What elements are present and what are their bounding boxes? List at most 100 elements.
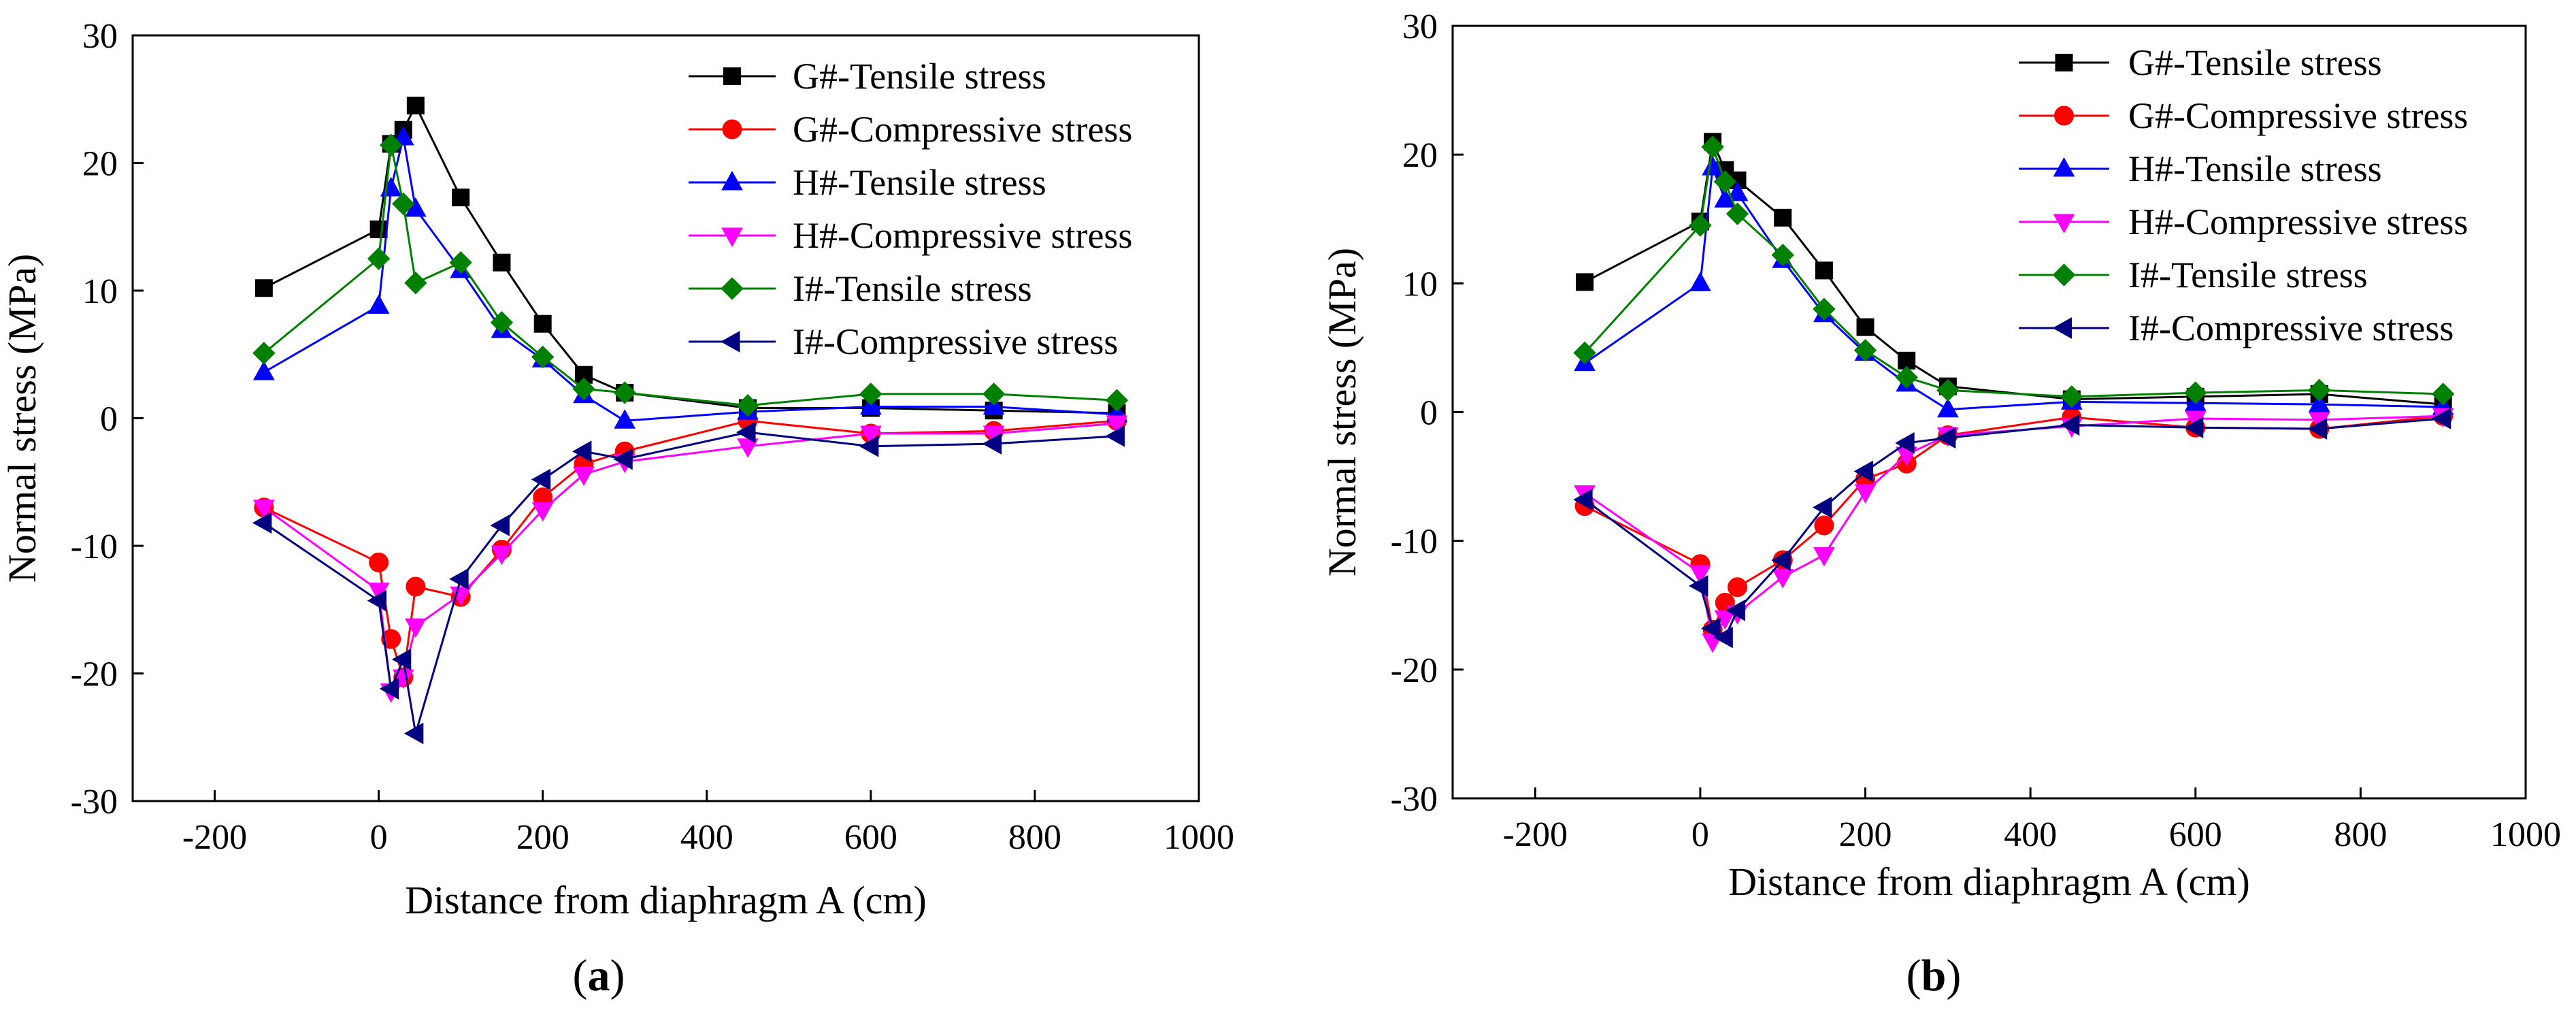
- legend-label-i-compressive-stress-a: I#-Compressive stress: [793, 321, 1118, 362]
- data-point-i-compressive-stress-a: [859, 435, 879, 457]
- legend-marker-h-compressive-stress-a: [721, 227, 743, 248]
- data-point-i-tensile-stress-b: [1573, 341, 1596, 365]
- data-point-i-compressive-stress-b: [1853, 460, 1874, 483]
- data-point-h-tensile-stress-a: [614, 409, 636, 429]
- data-point-i-compressive-stress-a: [531, 468, 551, 491]
- x-tick-label-a: -200: [182, 818, 247, 857]
- series-line-h-tensile-stress-a: [263, 137, 1117, 422]
- data-point-i-tensile-stress-a: [404, 272, 427, 295]
- y-tick-label-a: 10: [82, 272, 118, 311]
- x-tick-label-b: 600: [2169, 815, 2222, 854]
- data-point-i-tensile-stress-b: [1853, 338, 1877, 362]
- data-point-g-tensile-stress-a: [369, 221, 388, 238]
- y-axis-title-b: Normal stress (MPa): [1320, 248, 1364, 576]
- data-point-h-tensile-stress-b: [1702, 156, 1723, 176]
- data-point-i-compressive-stress-b: [1936, 427, 1956, 449]
- data-point-g-tensile-stress-a: [254, 279, 273, 297]
- data-point-i-compressive-stress-a: [982, 433, 1002, 455]
- data-point-i-compressive-stress-a: [490, 515, 510, 536]
- x-tick-label-a: 0: [370, 818, 388, 857]
- panel-caption-b: (b): [1906, 951, 1962, 1000]
- data-point-i-tensile-stress-a: [982, 382, 1006, 406]
- data-point-i-tensile-stress-b: [1713, 170, 1737, 193]
- data-point-h-compressive-stress-b: [1772, 569, 1794, 589]
- x-tick-label-b: -200: [1503, 815, 1568, 854]
- legend-marker-h-tensile-stress-a: [721, 170, 743, 191]
- x-tick-label-b: 200: [1839, 815, 1892, 854]
- data-point-i-compressive-stress-b: [1573, 489, 1593, 510]
- legend-label-h-compressive-stress-a: H#-Compressive stress: [793, 215, 1132, 256]
- data-point-i-tensile-stress-b: [2184, 381, 2207, 404]
- data-point-g-compressive-stress-a: [369, 552, 389, 572]
- x-tick-label-a: 200: [516, 818, 569, 857]
- y-tick-label-b: 0: [1420, 394, 1438, 433]
- data-point-h-tensile-stress-b: [1689, 272, 1711, 291]
- y-tick-label-b: 10: [1402, 265, 1438, 304]
- data-point-i-tensile-stress-b: [1813, 297, 1836, 321]
- data-point-h-compressive-stress-a: [491, 545, 513, 566]
- legend-label-g-compressive-stress-b: G#-Compressive stress: [2128, 95, 2468, 136]
- data-point-g-tensile-stress-a: [452, 189, 470, 207]
- data-point-h-compressive-stress-a: [1106, 415, 1128, 436]
- x-tick-label-b: 1000: [2490, 815, 2561, 854]
- data-point-i-tensile-stress-a: [859, 382, 882, 406]
- data-point-h-compressive-stress-a: [737, 438, 759, 458]
- data-point-h-tensile-stress-a: [367, 294, 390, 314]
- data-point-i-tensile-stress-b: [1936, 378, 1960, 402]
- legend-marker-g-tensile-stress-a: [723, 67, 741, 85]
- y-tick-label-a: 20: [82, 145, 118, 184]
- data-point-h-tensile-stress-b: [1936, 397, 1959, 418]
- data-point-g-tensile-stress-a: [533, 314, 552, 333]
- data-point-i-tensile-stress-a: [736, 394, 759, 417]
- y-tick-label-a: -10: [71, 527, 118, 566]
- y-tick-label-a: -30: [71, 783, 118, 821]
- data-point-i-compressive-stress-b: [1688, 575, 1708, 597]
- data-point-i-tensile-stress-a: [252, 342, 276, 365]
- y-tick-label-b: -30: [1391, 780, 1438, 819]
- data-point-h-tensile-stress-b: [1726, 181, 1749, 201]
- data-point-i-compressive-stress-b: [1725, 599, 1746, 621]
- x-axis-title-a: Distance from diaphragm A (cm): [405, 878, 927, 922]
- data-point-i-tensile-stress-a: [531, 345, 555, 369]
- y-axis-title-a: Normal stress (MPa): [0, 254, 44, 583]
- data-point-g-compressive-stress-b: [1814, 515, 1834, 536]
- x-tick-label-b: 800: [2334, 815, 2387, 854]
- data-point-i-compressive-stress-b: [1895, 432, 1915, 454]
- data-point-i-tensile-stress-b: [1895, 365, 1918, 389]
- data-point-i-compressive-stress-b: [2307, 418, 2328, 440]
- legend-label-g-tensile-stress-b: G#-Tensile stress: [2128, 42, 2382, 83]
- data-point-h-compressive-stress-a: [573, 466, 595, 487]
- data-point-i-tensile-stress-b: [1689, 214, 1712, 237]
- data-point-g-tensile-stress-a: [406, 97, 425, 115]
- legend-marker-i-compressive-stress-b: [2052, 317, 2072, 339]
- legend-label-i-tensile-stress-a: I#-Tensile stress: [793, 268, 1032, 309]
- data-point-i-compressive-stress-b: [1771, 549, 1791, 571]
- data-point-h-compressive-stress-a: [859, 425, 882, 446]
- data-point-g-tensile-stress-b: [1856, 318, 1875, 336]
- data-point-h-compressive-stress-b: [1854, 484, 1877, 504]
- data-point-i-tensile-stress-b: [1725, 202, 1749, 225]
- legend-marker-i-tensile-stress-b: [2052, 263, 2076, 287]
- data-point-i-tensile-stress-a: [613, 381, 636, 404]
- legend-label-i-compressive-stress-b: I#-Compressive stress: [2128, 308, 2454, 348]
- data-point-i-tensile-stress-b: [2431, 382, 2455, 406]
- data-point-i-compressive-stress-a: [367, 589, 387, 612]
- panel-caption-a: (a): [573, 951, 625, 1000]
- legend-label-g-compressive-stress-a: G#-Compressive stress: [793, 109, 1132, 150]
- y-tick-label-a: -20: [71, 655, 118, 694]
- data-point-i-compressive-stress-a: [449, 568, 469, 590]
- data-point-i-compressive-stress-a: [736, 421, 756, 443]
- legend-marker-i-tensile-stress-a: [721, 277, 744, 300]
- legend-label-h-tensile-stress-a: H#-Tensile stress: [793, 162, 1046, 203]
- data-point-i-compressive-stress-b: [2060, 414, 2080, 436]
- data-point-i-compressive-stress-b: [2183, 417, 2204, 439]
- legend-marker-g-compressive-stress-b: [2054, 105, 2074, 126]
- data-point-i-compressive-stress-a: [613, 448, 633, 470]
- data-point-h-compressive-stress-a: [253, 500, 275, 519]
- data-point-i-tensile-stress-b: [2308, 378, 2331, 402]
- data-point-g-tensile-stress-a: [493, 253, 511, 272]
- data-point-i-tensile-stress-a: [392, 192, 415, 216]
- data-point-i-tensile-stress-b: [1701, 135, 1724, 159]
